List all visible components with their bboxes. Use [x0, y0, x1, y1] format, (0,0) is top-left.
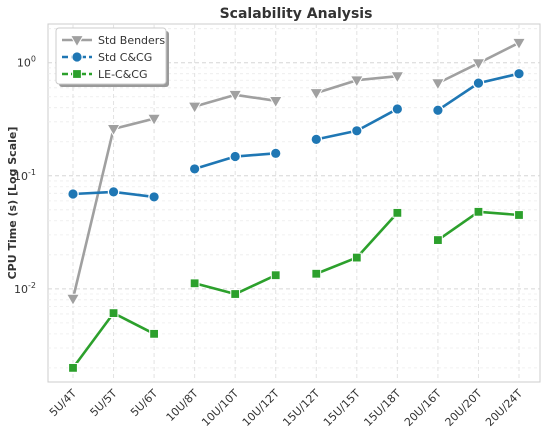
legend: Std Benders Std C&CG LE-C&CG — [55, 27, 169, 87]
data-point — [269, 147, 282, 160]
y-tick-labels: 10-2 10-1 100 — [14, 55, 36, 296]
data-point — [108, 308, 119, 319]
legend-label: Std C&CG — [98, 51, 152, 64]
legend-swatch-marker — [71, 51, 83, 63]
data-point — [189, 278, 200, 289]
legend-box — [55, 27, 167, 85]
x-tick-label: 10U/10T — [199, 387, 241, 429]
data-point — [68, 362, 78, 373]
data-point — [65, 293, 81, 307]
x-tick-label: 10U/8T — [164, 387, 201, 424]
data-point — [229, 150, 241, 163]
data-point — [187, 101, 202, 115]
series-le-c-cg — [68, 206, 524, 373]
legend-swatch-marker — [72, 69, 82, 79]
data-point — [430, 78, 446, 91]
y-tick-label: 10-2 — [14, 281, 36, 296]
legend-label: Std Benders — [98, 34, 165, 47]
data-point — [268, 95, 283, 109]
x-tick-label: 5U/6T — [128, 387, 160, 419]
data-point — [107, 186, 120, 198]
x-tick-label: 15U/12T — [280, 387, 322, 429]
x-tick-label: 10U/12T — [240, 387, 282, 429]
x-tick-label: 20U/20T — [443, 387, 485, 429]
legend-swatch-marker — [69, 35, 85, 48]
series-std-c-cg — [67, 67, 525, 203]
data-point — [230, 289, 241, 299]
data-point — [390, 71, 405, 84]
x-tick-label: 20U/16T — [402, 387, 444, 429]
x-tick-labels: 5U/4T 5U/5T 5U/6T 10U/8T10U/10T10U/12T15U/1… — [47, 387, 525, 429]
data-point — [513, 67, 525, 80]
data-point — [309, 88, 324, 101]
y-tick-label: 10-1 — [14, 168, 36, 183]
data-point — [227, 89, 243, 103]
x-tick-label: 20U/24T — [483, 387, 525, 429]
data-point — [351, 124, 363, 137]
data-point — [310, 133, 323, 146]
data-point — [146, 113, 162, 127]
data-point — [349, 75, 365, 88]
x-tick-label: 5U/5T — [88, 387, 120, 419]
data-point — [351, 252, 362, 263]
data-point — [67, 188, 79, 200]
data-point — [106, 123, 121, 137]
data-point — [149, 328, 159, 339]
series-std-benders — [65, 37, 527, 307]
data-point — [433, 235, 443, 245]
data-point — [148, 191, 160, 203]
data-point — [391, 103, 404, 115]
data-point — [392, 207, 403, 218]
y-axis-label: CPU Time (s) [Log Scale] — [6, 127, 19, 280]
data-point — [188, 163, 201, 175]
series-layer — [65, 37, 527, 373]
data-point — [270, 270, 281, 281]
data-point — [472, 77, 485, 89]
data-point — [311, 268, 322, 279]
data-point — [471, 58, 486, 71]
legend-label: LE-C&CG — [98, 68, 148, 81]
y-tick-label: 100 — [17, 55, 36, 70]
x-tick-label: 15U/18T — [361, 387, 403, 429]
data-point — [473, 206, 484, 217]
data-point — [514, 210, 524, 220]
chart-title: Scalability Analysis — [220, 6, 373, 22]
x-tick-label: 15U/15T — [321, 387, 363, 429]
data-point — [511, 37, 527, 51]
legend-items: Std Benders Std C&CG LE-C&CG — [62, 34, 165, 81]
x-tick-label: 5U/4T — [47, 387, 79, 419]
data-point — [432, 104, 444, 117]
